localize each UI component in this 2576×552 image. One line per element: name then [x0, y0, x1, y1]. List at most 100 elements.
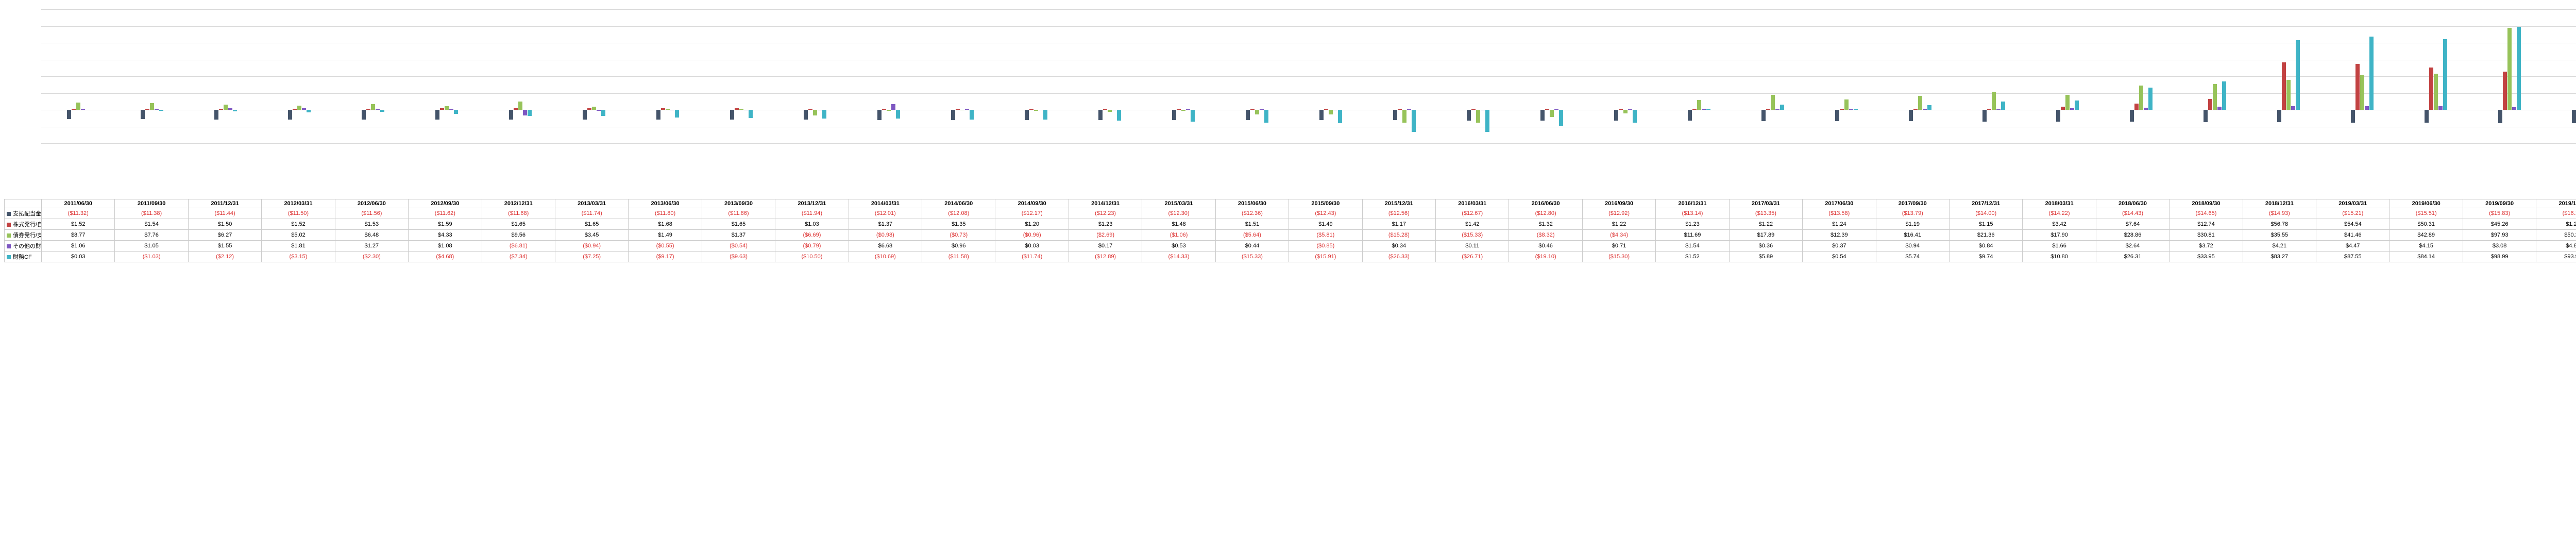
bar-buyback — [145, 109, 149, 110]
cell: ($0.98) — [849, 230, 922, 241]
cell: $1.42 — [1436, 219, 1509, 230]
cell: $42.89 — [2389, 230, 2463, 241]
period-header: 2013/09/30 — [702, 199, 775, 208]
bar-debt — [1550, 110, 1554, 117]
cell: $1.81 — [262, 241, 335, 252]
bar-other — [1186, 109, 1190, 110]
period-header: 2014/12/31 — [1069, 199, 1142, 208]
cell: ($0.54) — [702, 241, 775, 252]
bar-group — [2325, 9, 2399, 143]
bar-buyback — [956, 109, 960, 110]
bar-group — [483, 9, 557, 143]
series-label: 支払配当金 — [5, 208, 42, 219]
bar-dividends — [1393, 110, 1397, 120]
bar-buyback — [1177, 109, 1181, 110]
bar-group — [1146, 9, 1220, 143]
bar-dividends — [1025, 110, 1029, 120]
bar-other — [2512, 107, 2516, 110]
cell: $0.53 — [1142, 241, 1215, 252]
cell: $1.22 — [1582, 219, 1655, 230]
cell: $33.95 — [2170, 252, 2243, 262]
bar-dividends — [951, 110, 955, 120]
cell: $1.59 — [409, 219, 482, 230]
cell: $11.69 — [1656, 230, 1729, 241]
bar-cf — [2369, 37, 2374, 110]
period-header: 2017/09/30 — [1876, 199, 1949, 208]
cell: ($6.81) — [482, 241, 555, 252]
gridline — [41, 143, 2576, 144]
bar-cf — [2075, 101, 2079, 110]
bar-buyback — [1250, 109, 1255, 110]
bar-buyback — [2134, 104, 2139, 110]
bar-other — [2217, 107, 2222, 110]
cell: ($14.43) — [2096, 208, 2169, 219]
cell: ($12.43) — [1289, 208, 1362, 219]
bar-cf — [601, 110, 605, 116]
cell: $84.14 — [2389, 252, 2463, 262]
bar-dividends — [1614, 110, 1618, 121]
bar-group — [115, 9, 189, 143]
bar-debt — [150, 103, 154, 110]
bar-other — [449, 109, 453, 110]
cell: ($15.33) — [1215, 252, 1289, 262]
bar-cf — [1633, 110, 1637, 123]
cell: $5.02 — [262, 230, 335, 241]
bar-dividends — [214, 110, 218, 120]
bar-group — [1073, 9, 1146, 143]
bar-debt — [739, 109, 743, 110]
cell: $1.54 — [1656, 241, 1729, 252]
series-label: その他の財務活動 — [5, 241, 42, 252]
bar-other — [891, 104, 895, 110]
cell: ($12.30) — [1142, 208, 1215, 219]
cell: ($13.79) — [1876, 208, 1949, 219]
bar-debt — [2139, 86, 2143, 110]
bar-group — [262, 9, 336, 143]
bar-dividends — [1540, 110, 1545, 121]
period-header: 2019/06/30 — [2389, 199, 2463, 208]
cell: $12.39 — [1803, 230, 1876, 241]
bar-cf — [2148, 88, 2153, 110]
bar-debt — [1623, 110, 1628, 113]
bar-dividends — [1172, 110, 1176, 120]
bar-cf — [2443, 39, 2447, 110]
bar-group — [1515, 9, 1588, 143]
bar-dividends — [877, 110, 882, 120]
cell: ($15.83) — [2463, 208, 2536, 219]
bar-dividends — [1909, 110, 1913, 121]
bar-other — [155, 109, 159, 110]
bar-debt — [1844, 99, 1849, 110]
bar-cf — [1338, 110, 1342, 123]
bar-cf — [1780, 105, 1784, 110]
period-header: 2011/09/30 — [115, 199, 188, 208]
cell: $1.24 — [1803, 219, 1876, 230]
bar-other — [1260, 109, 1264, 110]
bar-other — [2438, 106, 2443, 110]
period-header: 2014/06/30 — [922, 199, 995, 208]
cell: $1.65 — [482, 219, 555, 230]
cell: $9.74 — [1949, 252, 2022, 262]
bar-buyback — [1471, 109, 1476, 110]
bar-buyback — [219, 109, 223, 110]
period-header: 2011/12/31 — [188, 199, 261, 208]
cell: ($11.68) — [482, 208, 555, 219]
cell: ($4.34) — [1582, 230, 1655, 241]
cell: $16.41 — [1876, 230, 1949, 241]
bar-buyback — [1766, 109, 1770, 110]
period-header: 2018/12/31 — [2243, 199, 2316, 208]
cell: ($12.23) — [1069, 208, 1142, 219]
cell: ($19.10) — [1509, 252, 1582, 262]
bar-debt — [1255, 110, 1259, 114]
bar-buyback — [1619, 109, 1623, 110]
bar-cf — [454, 110, 458, 114]
bar-debt — [2434, 74, 2438, 110]
cell: $1.52 — [1656, 252, 1729, 262]
cell: $3.42 — [2023, 219, 2096, 230]
bar-dividends — [141, 110, 145, 119]
bar-other — [2144, 108, 2148, 110]
cell: $41.46 — [2316, 230, 2389, 241]
bar-dividends — [2204, 110, 2208, 122]
bar-cf — [528, 110, 532, 116]
bar-cf — [307, 110, 311, 112]
bar-cf — [2296, 40, 2300, 110]
bar-dividends — [1835, 110, 1839, 121]
